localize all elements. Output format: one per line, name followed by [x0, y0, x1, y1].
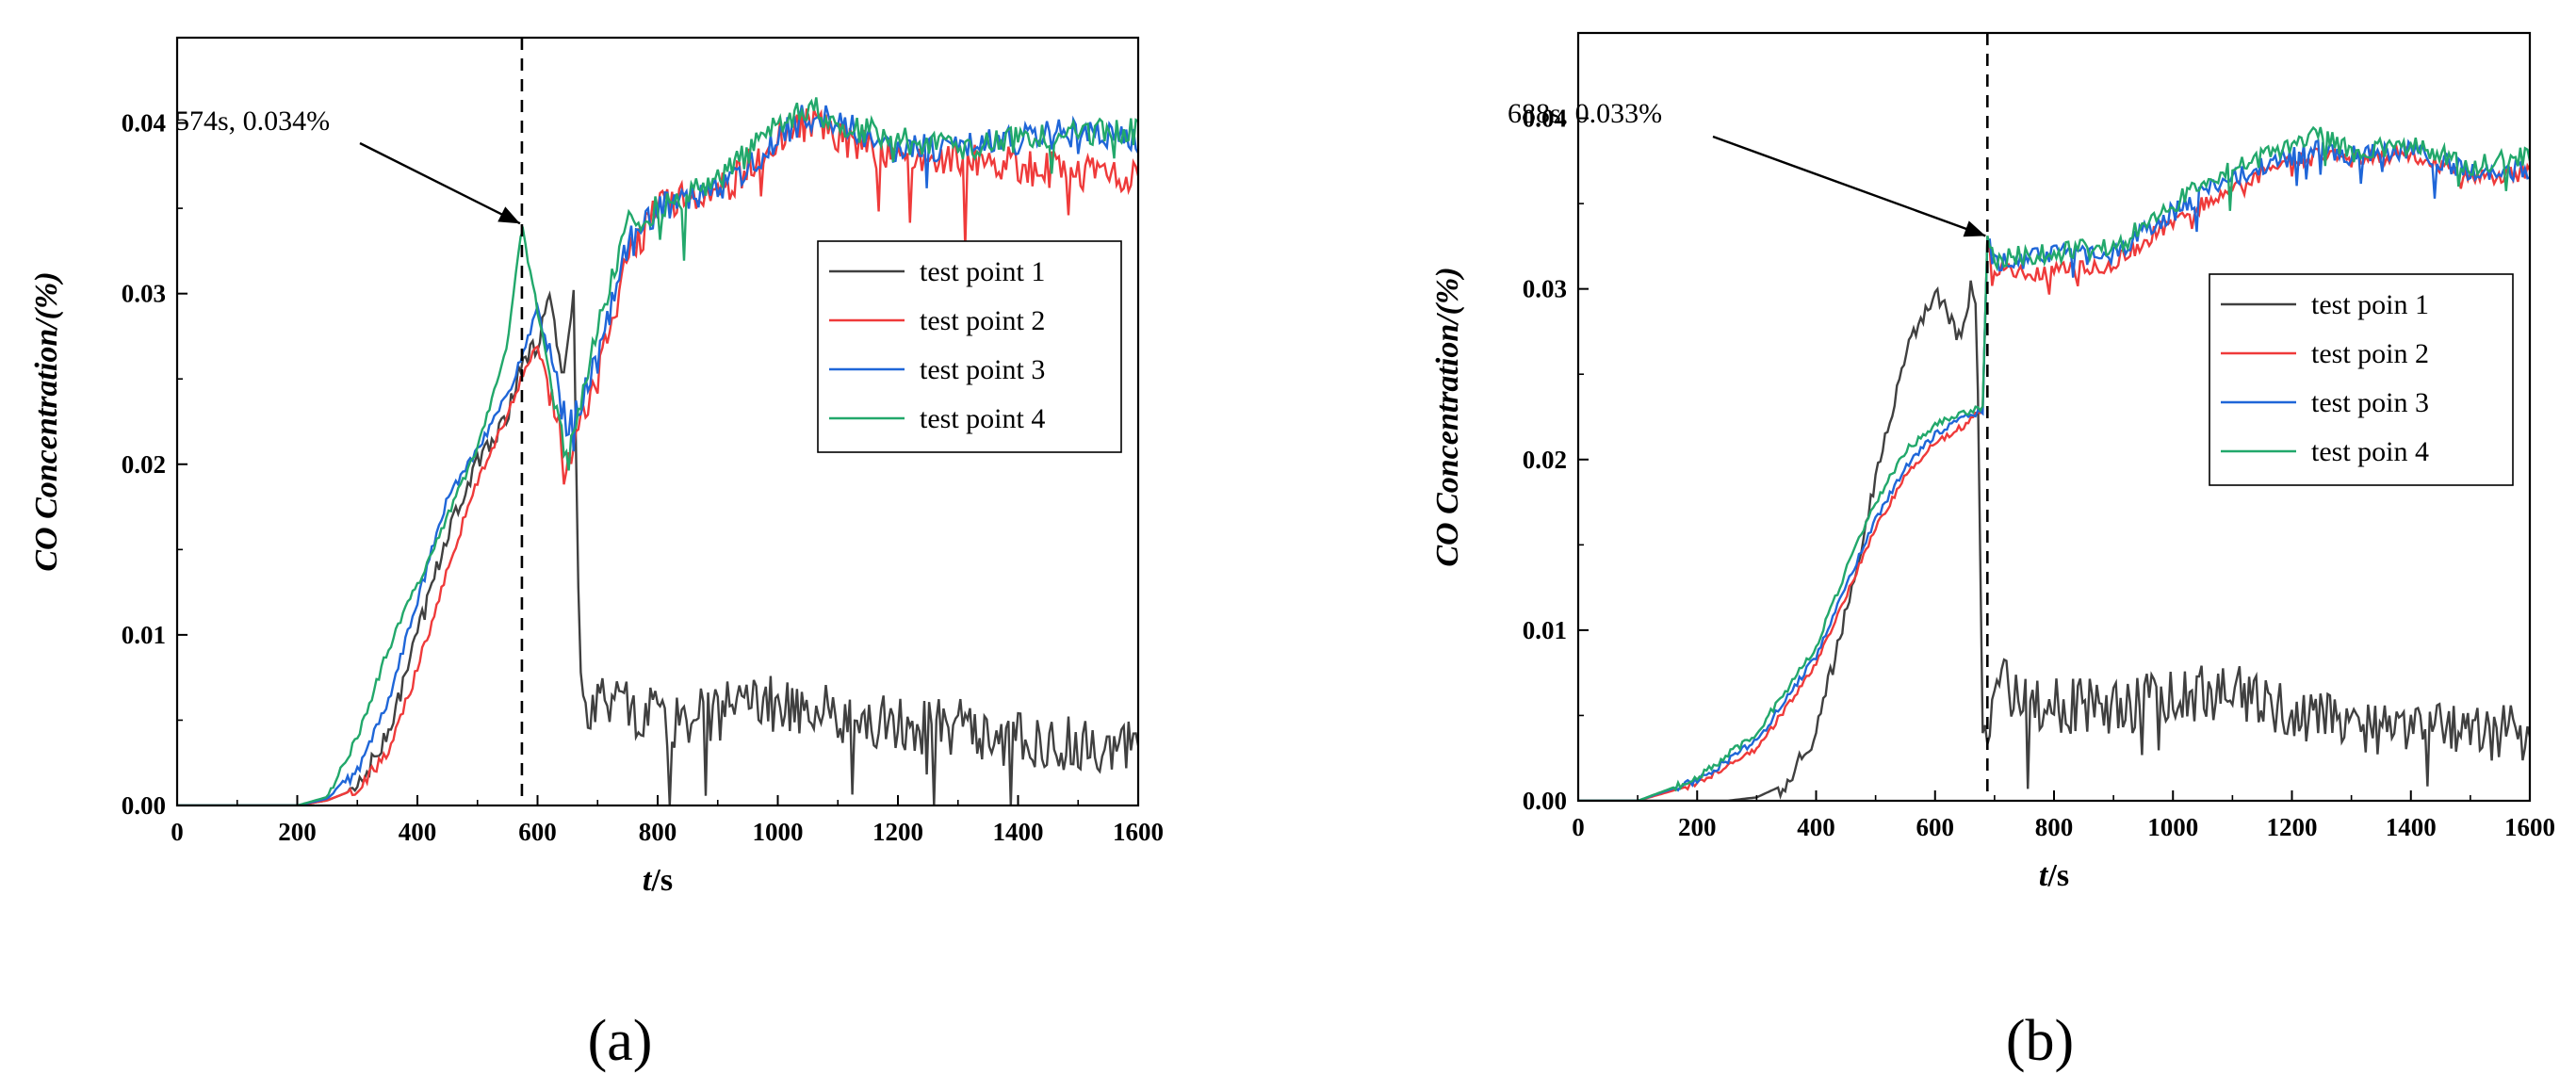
y-tick-label: 0.04: [1523, 105, 1567, 133]
x-tick-label: 1000: [753, 818, 804, 846]
annotation-arrow-line: [1712, 135, 1986, 237]
y-tick-label: 0.00: [122, 791, 166, 820]
annotation-arrow-head: [1963, 220, 1986, 237]
y-axis-title: CO Concentration/(%): [29, 271, 64, 571]
legend-box: [817, 240, 1122, 453]
panel-label: (a): [588, 1009, 653, 1073]
series-line-4: [177, 97, 1138, 805]
x-tick-label: 1400: [993, 818, 1044, 846]
series-lines: [1578, 125, 2530, 801]
x-tick-label: 1600: [2504, 813, 2555, 841]
x-axis-title: t/s: [2039, 858, 2069, 893]
series-line-4: [1578, 125, 2530, 801]
y-axis-title: CO Concentration/(%): [1430, 267, 1465, 566]
y-tick-label: 0.02: [1523, 446, 1567, 474]
x-tick-label: 200: [1678, 813, 1717, 841]
annotation-arrow-head: [497, 206, 520, 224]
legend: test point 1 test point 2 test point 3 test…: [817, 240, 1122, 453]
legend-label-2: test point 2: [920, 305, 1045, 336]
y-tick-label: 0.01: [122, 621, 166, 649]
series-line-1: [1578, 280, 2530, 801]
y-tick-label: 0.03: [122, 280, 166, 308]
x-tick-label: 0: [1572, 813, 1585, 841]
x-tick-label: 1200: [2267, 813, 2318, 841]
x-tick-label: 400: [1797, 813, 1835, 841]
panel-a: 0 200 400 600 800 1000 1200 1400 1600 0.00 0.01 0.0…: [29, 36, 1164, 1073]
y-tick-label: 0.02: [122, 450, 166, 479]
y-tick-label: 0.00: [1523, 787, 1567, 815]
series-line-3: [1578, 138, 2530, 801]
x-tick-label: 0: [171, 818, 184, 846]
x-tick-label: 200: [278, 818, 317, 846]
x-axis-title: t/s: [643, 863, 673, 898]
x-tick-label: 1200: [872, 818, 923, 846]
legend: test poin 1 test poin 2 test poin 3 test po…: [2209, 273, 2514, 486]
panel-label: (b): [2006, 1009, 2074, 1073]
x-tick-label: 600: [1916, 813, 1955, 841]
x-tick-label: 600: [518, 818, 557, 846]
legend-label-4: test poin 4: [2311, 436, 2429, 467]
annotation-arrow-line: [359, 141, 521, 225]
y-tick-label: 0.01: [1523, 616, 1567, 644]
x-tick-label: 400: [399, 818, 437, 846]
legend-box: [2209, 273, 2514, 486]
legend-label-1: test point 1: [920, 256, 1045, 287]
x-tick-label: 800: [639, 818, 677, 846]
legend-label-3: test poin 3: [2311, 387, 2429, 418]
x-tick-label: 1600: [1113, 818, 1164, 846]
x-tick-label: 1000: [2147, 813, 2198, 841]
legend-label-3: test point 3: [920, 354, 1045, 385]
panel-b: 0 200 400 600 800 1000 1200 1400 1600 0.00 0.01 0.0…: [1430, 31, 2555, 1073]
legend-label-2: test poin 2: [2311, 338, 2429, 369]
legend-label-4: test point 4: [920, 403, 1045, 434]
y-tick-label: 0.04: [122, 109, 166, 138]
x-tick-label: 800: [2035, 813, 2074, 841]
x-tick-label: 1400: [2386, 813, 2437, 841]
annotation-text: 574s, 0.034%: [175, 106, 330, 137]
y-tick-label: 0.03: [1523, 275, 1567, 303]
legend-label-1: test poin 1: [2311, 289, 2429, 320]
series-lines: [177, 97, 1138, 805]
annotation-text: 688s, 0.033%: [1508, 98, 1662, 129]
